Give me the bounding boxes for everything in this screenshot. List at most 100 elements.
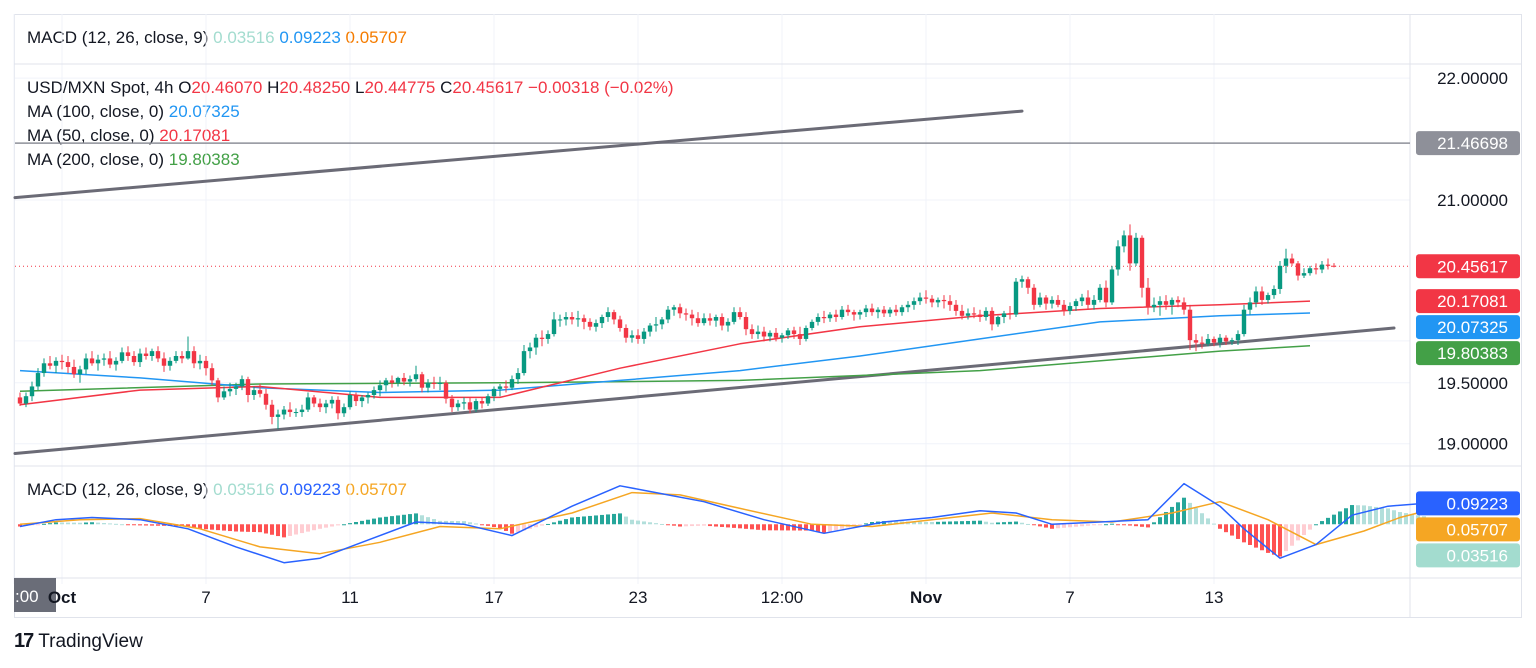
macd-histogram-bar	[246, 524, 250, 532]
candle-body	[935, 299, 941, 303]
candle-body	[923, 297, 929, 299]
candle-body	[515, 373, 521, 380]
tradingview-logo[interactable]: 17 TradingView	[14, 630, 143, 653]
macd-badge-bg	[1416, 491, 1520, 516]
macd-histogram-bar	[828, 524, 832, 532]
candle-body	[1061, 304, 1067, 311]
candle-body	[239, 379, 245, 387]
macd-histogram-bar	[96, 522, 100, 525]
price-tick-label: 19.50000	[1437, 374, 1508, 393]
macd-histogram-bar	[1014, 521, 1018, 525]
macd-histogram-bar	[294, 524, 298, 535]
macd-histogram-bar	[996, 522, 1000, 525]
ma50-legend[interactable]: MA (50, close, 0) 20.17081	[27, 124, 230, 148]
price-badge: 19.80383	[1437, 344, 1508, 363]
ma50-value: 20.17081	[159, 126, 231, 145]
macd-histogram-bar	[126, 524, 130, 526]
macd-histogram-bar	[318, 524, 322, 529]
macd-histogram-bar	[552, 522, 556, 525]
symbol-legend[interactable]: USD/MXN Spot, 4h O20.46070 H20.48250 L20…	[27, 76, 674, 100]
macd-histogram-bar	[1170, 506, 1174, 525]
candle-body	[575, 318, 581, 320]
macd-histogram-bar	[1152, 522, 1156, 525]
macd-histogram-bar	[1044, 524, 1048, 528]
candle-body	[275, 414, 281, 417]
macd-pane-macd-value: 0.09223	[279, 480, 341, 499]
candle-body	[611, 312, 617, 320]
candle-body	[959, 310, 965, 316]
macd-histogram-bar	[1368, 506, 1372, 525]
macd-histogram-bar	[462, 521, 466, 525]
macd-pane-legend[interactable]: MACD (12, 26, close, 9) 0.03516 0.09223 …	[27, 478, 407, 502]
macd-histogram-bar	[288, 524, 292, 536]
ma100-legend[interactable]: MA (100, close, 0) 20.07325	[27, 100, 240, 124]
macd-histogram-bar	[894, 521, 898, 525]
macd-histogram-bar	[1362, 505, 1366, 525]
macd-histogram-bar	[750, 524, 754, 530]
candle-body	[137, 353, 143, 363]
candle-body	[1217, 337, 1223, 343]
macd-histogram-bar	[144, 524, 148, 526]
macd-histogram-bar	[942, 521, 946, 525]
macd-histogram-bar	[516, 524, 520, 533]
macd-histogram-bar	[264, 524, 268, 534]
candle-body	[1139, 237, 1145, 288]
macd-histogram-bar	[1056, 524, 1060, 529]
price-tick-label: 21.00000	[1437, 191, 1508, 210]
price-badge: 20.45617	[1437, 257, 1508, 276]
macd-histogram-bar	[1410, 514, 1414, 525]
macd-histogram-bar	[978, 520, 982, 525]
candle-body	[695, 318, 701, 324]
macd-histogram-bar	[306, 524, 310, 532]
macd-histogram-bar	[954, 521, 958, 525]
macd-histogram-bar	[1296, 524, 1300, 541]
candle-body	[1019, 279, 1025, 282]
macd-histogram-bar	[720, 524, 724, 527]
macd-histogram-bar	[1338, 511, 1342, 525]
macd-histogram-bar	[228, 524, 232, 532]
macd-histogram-bar	[360, 520, 364, 525]
candle-body	[845, 309, 851, 313]
candle-body	[581, 318, 587, 322]
macd-histogram-bar	[1110, 523, 1114, 525]
candle-body	[473, 401, 479, 410]
macd-histogram-bar	[678, 524, 682, 527]
candle-body	[1163, 301, 1169, 305]
macd-histogram-bar	[282, 524, 286, 538]
candle-body	[1103, 287, 1109, 303]
candle-body	[1259, 291, 1265, 300]
macd-histogram-bar	[1026, 523, 1030, 525]
macd-histogram-bar	[948, 521, 952, 525]
candle-body	[827, 314, 833, 319]
candle-body	[1187, 309, 1193, 341]
macd-histogram-bar	[534, 524, 538, 528]
macd-histogram-bar	[198, 524, 202, 529]
candle-body	[149, 351, 155, 356]
candle-body	[707, 318, 713, 321]
macd-histogram-bar	[1332, 514, 1336, 525]
candle-body	[1307, 268, 1313, 274]
macd-histogram-bar	[1374, 506, 1378, 525]
candle-body	[983, 310, 989, 318]
macd-histogram-bar	[684, 524, 688, 527]
candle-body	[1079, 297, 1085, 302]
candle-body	[971, 313, 977, 315]
macd-histogram-bar	[840, 524, 844, 529]
macd-badge-bg	[1416, 517, 1520, 542]
macd-histogram-bar	[624, 516, 628, 525]
top-macd-legend[interactable]: MACD (12, 26, close, 9) 0.03516 0.09223 …	[27, 26, 407, 50]
candle-body	[1277, 265, 1283, 289]
macd-histogram-bar	[258, 524, 262, 533]
macd-histogram-bar	[336, 524, 340, 526]
macd-histogram-bar	[1020, 522, 1024, 525]
candle-body	[755, 331, 761, 335]
candle-body	[527, 347, 533, 352]
macd-histogram-bar	[636, 520, 640, 525]
macd-histogram-bar	[546, 523, 550, 525]
time-tick-label: 7	[201, 588, 210, 607]
ma200-legend[interactable]: MA (200, close, 0) 19.80383	[27, 148, 240, 172]
macd-histogram-bar	[1062, 524, 1066, 528]
candle-body	[689, 314, 695, 319]
candle-body	[1055, 299, 1061, 305]
